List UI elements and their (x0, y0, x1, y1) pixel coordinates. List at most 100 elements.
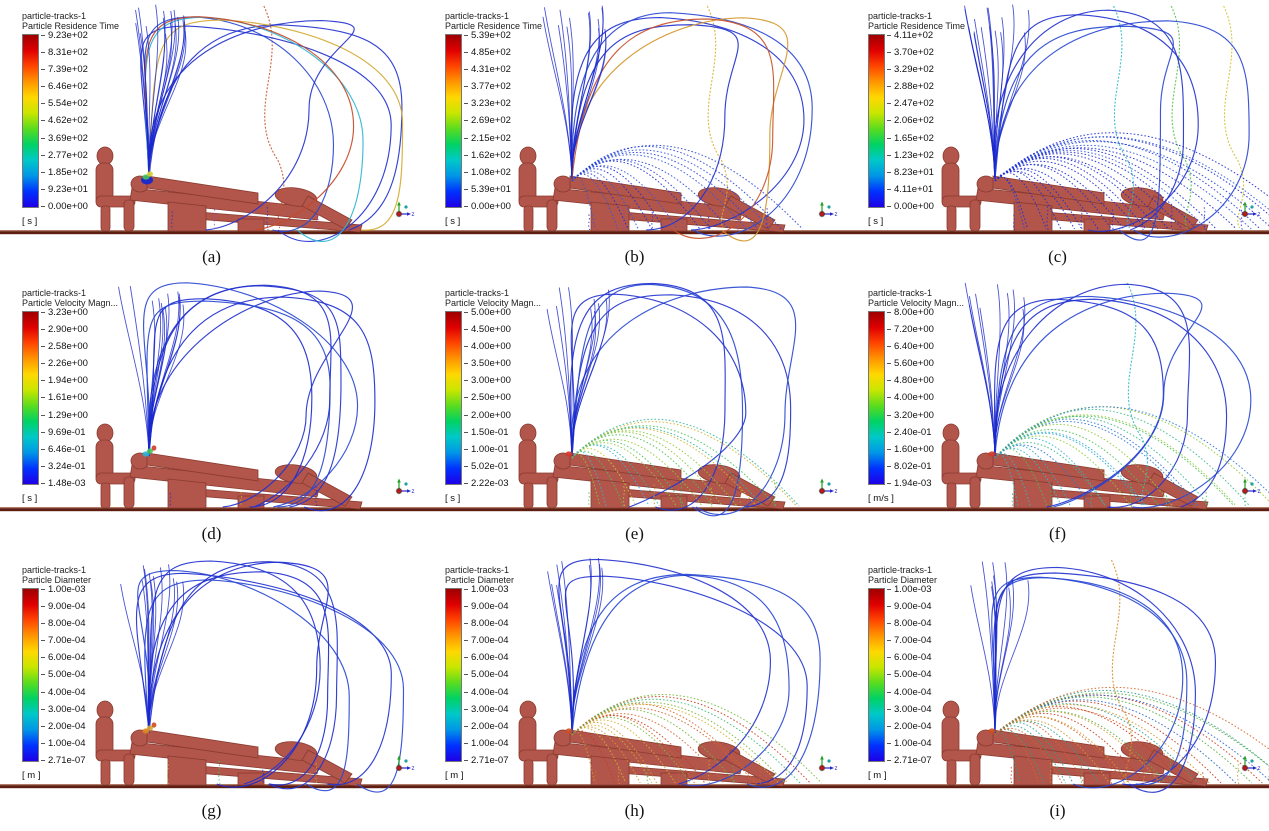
colorbar-tick-label: 2.71e-07 (887, 756, 932, 766)
track-fan (994, 132, 1269, 230)
colorbar-tick-label: 7.00e-04 (41, 636, 86, 646)
triad-z-label: z (1258, 212, 1261, 218)
dentist-figure (941, 700, 982, 786)
particle-tracks-scene: z (423, 558, 846, 789)
colorbar-tick-label: 2.40e-01 (887, 427, 934, 437)
panel-b: z particle-tracks-1 Particle Residence T… (423, 0, 846, 277)
colorbar-tick-label: 4.00e+00 (887, 393, 934, 403)
panel-d: z particle-tracks-1 Particle Velocity Ma… (0, 277, 423, 554)
colorbar-tick-label: 6.46e-01 (41, 445, 88, 455)
colorbar-tick-label: 3.00e-04 (41, 704, 86, 714)
legend-title: particle-tracks-1 (445, 11, 510, 21)
legend-subtitle: Particle Velocity Magn... (868, 298, 965, 308)
colorbar-tick-label: 9.00e-04 (464, 602, 509, 612)
colorbar-tick-label: 4.00e-04 (887, 687, 932, 697)
track-drips (1011, 483, 1247, 508)
panel-e: z particle-tracks-1 Particle Velocity Ma… (423, 277, 846, 554)
colorbar-tick-label: 3.20e+00 (887, 410, 934, 420)
colorbar-tick-label: 4.11e+01 (887, 185, 934, 195)
panel-caption: (e) (625, 524, 644, 543)
triad-z-label: z (1258, 766, 1261, 772)
colorbar-tick-label: 8.02e-01 (887, 462, 934, 472)
particle-tracks-scene: z (846, 559, 1269, 793)
legend-unit: [ s ] (445, 493, 461, 504)
colorbar-tick-label: 1.00e-04 (887, 739, 932, 749)
triad-z-label: z (412, 766, 415, 772)
particle-tracks-scene: z (423, 282, 846, 517)
colorbar-tick-label: 2.71e-07 (464, 756, 509, 766)
colorbar-strip (445, 311, 462, 485)
colorbar-tick-label: 9.23e+01 (41, 185, 88, 195)
dentist-figure (95, 146, 136, 232)
colorbar-legend: particle-tracks-1 Particle Residence Tim… (22, 11, 119, 227)
legend-title: particle-tracks-1 (868, 565, 933, 575)
colorbar-tick-label: 4.00e+00 (464, 342, 511, 352)
colorbar-tick-label: 8.23e+01 (887, 168, 934, 178)
axis-triad-icon: z (1241, 478, 1261, 495)
track-jet (120, 564, 185, 734)
panel-caption: (g) (201, 801, 222, 820)
track-streamers (1110, 559, 1132, 783)
axis-triad-icon: z (818, 201, 838, 218)
track-drips (1013, 206, 1243, 231)
legend-subtitle: Particle Diameter (445, 575, 515, 585)
colorbar-tick-label: 2.22e-03 (464, 479, 511, 489)
track-drips (171, 207, 319, 231)
particle-tracks-scene: z (846, 282, 1269, 512)
colorbar-tick-label: 8.00e-04 (41, 619, 86, 629)
panel-caption: (f) (1049, 524, 1066, 543)
axis-triad-icon: z (1241, 201, 1261, 218)
panel-a: z particle-tracks-1 Particle Residence T… (0, 0, 423, 277)
colorbar-tick-label: 6.00e-04 (41, 653, 86, 663)
axis-triad-icon: z (395, 478, 415, 495)
colorbar-tick-label: 1.94e+00 (41, 376, 88, 386)
colorbar-strip (868, 588, 885, 762)
patient-chair (552, 729, 786, 787)
panel-h: z particle-tracks-1 Particle Diameter 1.… (423, 554, 846, 831)
particle-tracks-scene: z (0, 282, 423, 512)
track-streamers (263, 5, 285, 229)
colorbar-tick-label: 1.00e-03 (887, 585, 932, 595)
colorbar-tick-label: 1.00e-01 (464, 445, 511, 455)
colorbar-tick-label: 1.00e-03 (41, 585, 86, 595)
colorbar-tick-label: 1.00e-04 (464, 739, 509, 749)
patient-chair (552, 452, 786, 510)
colorbar-tick-label: 2.88e+02 (887, 82, 934, 92)
colorbar-tick-label: 1.60e+00 (887, 445, 934, 455)
legend-subtitle: Particle Velocity Magn... (22, 298, 119, 308)
colorbar-tick-label: 4.50e+00 (464, 325, 511, 335)
colorbar-legend: particle-tracks-1 Particle Residence Tim… (868, 11, 965, 227)
floor-line (0, 507, 423, 512)
panel-caption: (h) (624, 801, 645, 820)
colorbar-tick-label: 3.24e-01 (41, 462, 88, 472)
colorbar-tick-label: 3.23e+02 (464, 99, 511, 109)
colorbar-tick-label: 3.29e+02 (887, 65, 934, 75)
colorbar-tick-label: 1.62e+02 (464, 150, 511, 160)
patient-chair (129, 729, 363, 787)
track-drips (594, 760, 788, 785)
legend-subtitle: Particle Velocity Magn... (445, 298, 542, 308)
panel-i: z particle-tracks-1 Particle Diameter 1.… (846, 554, 1269, 831)
colorbar-tick-label: 7.00e-04 (464, 636, 509, 646)
legend-title: particle-tracks-1 (868, 288, 933, 298)
colorbar-tick-label: 1.50e-01 (464, 427, 511, 437)
legend-subtitle: Particle Diameter (868, 575, 938, 585)
colorbar-tick-label: 2.69e+02 (464, 116, 511, 126)
legend-title: particle-tracks-1 (868, 11, 933, 21)
colorbar-strip (22, 588, 39, 762)
particle-tracks-scene: z (423, 5, 846, 242)
colorbar-tick-label: 1.61e+00 (41, 393, 88, 403)
legend-unit: [ m ] (868, 770, 887, 781)
colorbar-legend: particle-tracks-1 Particle Residence Tim… (445, 11, 542, 227)
colorbar-tick-label: 3.23e+00 (41, 308, 88, 318)
legend-unit: [ m ] (445, 770, 464, 781)
legend-unit: [ s ] (22, 493, 38, 504)
colorbar-ticks: 1.00e-03 9.00e-04 8.00e-04 7.00e-04 6.00e-04… (41, 585, 86, 765)
track-loops (140, 16, 404, 242)
floor-line (0, 784, 423, 789)
colorbar-tick-label: 0.00e+00 (41, 202, 88, 212)
colorbar-tick-label: 4.85e+02 (464, 48, 511, 58)
colorbar-tick-label: 2.90e+00 (41, 325, 88, 335)
colorbar-tick-label: 3.70e+02 (887, 48, 934, 58)
